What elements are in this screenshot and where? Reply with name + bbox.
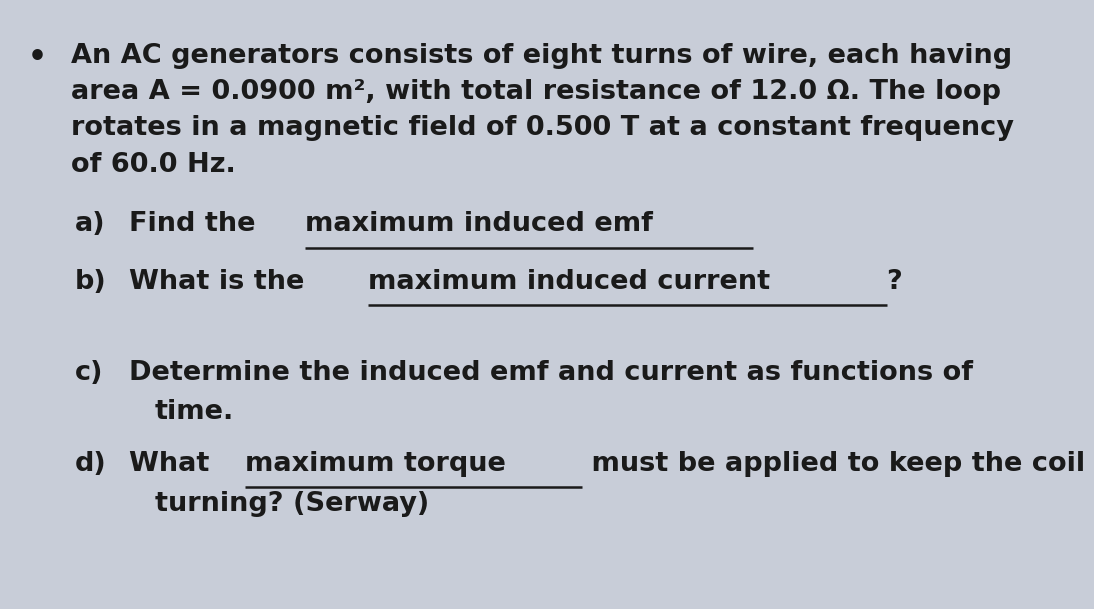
Text: An AC generators consists of eight turns of wire, each having: An AC generators consists of eight turns… xyxy=(71,43,1012,69)
Text: ?: ? xyxy=(886,269,903,295)
Text: rotates in a magnetic field of 0.500 T at a constant frequency: rotates in a magnetic field of 0.500 T a… xyxy=(71,115,1014,141)
Text: must be applied to keep the coil: must be applied to keep the coil xyxy=(582,451,1085,477)
Text: maximum torque: maximum torque xyxy=(245,451,505,477)
Text: Determine the induced emf and current as functions of: Determine the induced emf and current as… xyxy=(129,360,973,386)
Text: Find the: Find the xyxy=(129,211,265,238)
Text: a): a) xyxy=(74,211,105,238)
Text: time.: time. xyxy=(155,400,234,426)
Text: b): b) xyxy=(74,269,106,295)
Text: maximum induced current: maximum induced current xyxy=(368,269,770,295)
Text: c): c) xyxy=(74,360,103,386)
Text: d): d) xyxy=(74,451,106,477)
Text: What: What xyxy=(129,451,219,477)
Text: What is the: What is the xyxy=(129,269,314,295)
Text: turning? (Serway): turning? (Serway) xyxy=(155,490,429,516)
Text: maximum induced emf: maximum induced emf xyxy=(304,211,652,238)
Text: of 60.0 Hz.: of 60.0 Hz. xyxy=(71,152,236,178)
Text: area A = 0.0900 m², with total resistance of 12.0 Ω. The loop: area A = 0.0900 m², with total resistanc… xyxy=(71,79,1001,105)
Text: •: • xyxy=(27,43,46,72)
